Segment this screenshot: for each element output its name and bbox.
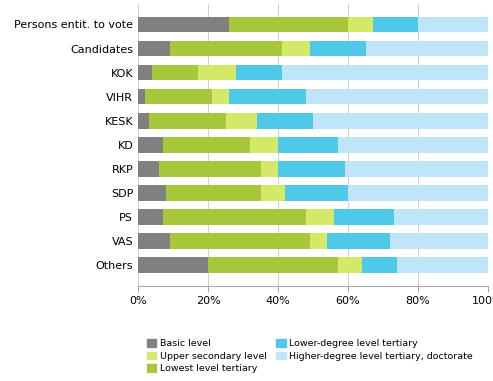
Bar <box>310 233 327 249</box>
Bar <box>166 185 260 201</box>
Bar <box>310 41 366 56</box>
Bar <box>163 137 250 153</box>
Bar <box>138 233 170 249</box>
Bar <box>393 209 488 225</box>
Bar <box>327 233 390 249</box>
Bar <box>348 185 488 201</box>
Bar <box>170 233 310 249</box>
Bar <box>278 137 338 153</box>
Bar <box>373 17 418 32</box>
Bar <box>338 257 362 273</box>
Bar <box>163 209 306 225</box>
Bar <box>145 89 211 104</box>
Bar <box>260 185 285 201</box>
Bar <box>282 65 488 80</box>
Bar <box>170 41 282 56</box>
Bar <box>138 89 145 104</box>
Bar <box>198 65 236 80</box>
Bar <box>226 113 257 128</box>
Bar <box>306 209 334 225</box>
Bar <box>334 209 393 225</box>
Bar <box>211 89 229 104</box>
Bar <box>338 137 488 153</box>
Bar <box>152 65 198 80</box>
Bar <box>397 257 488 273</box>
Bar <box>138 161 159 177</box>
Bar <box>257 113 313 128</box>
Bar <box>390 233 488 249</box>
Bar <box>236 65 282 80</box>
Bar <box>148 113 226 128</box>
Bar <box>208 257 338 273</box>
Bar <box>250 137 278 153</box>
Bar <box>348 17 373 32</box>
Bar <box>362 257 397 273</box>
Bar <box>138 257 208 273</box>
Bar <box>138 137 163 153</box>
Bar <box>278 161 345 177</box>
Bar <box>313 113 488 128</box>
Bar <box>138 185 166 201</box>
Bar <box>229 89 306 104</box>
Bar <box>282 41 310 56</box>
Bar <box>138 209 163 225</box>
Bar <box>138 113 148 128</box>
Bar <box>229 17 348 32</box>
Bar <box>306 89 488 104</box>
Bar <box>159 161 260 177</box>
Legend: Basic level, Upper secondary level, Lowest level tertiary, Lower-degree level te: Basic level, Upper secondary level, Lowe… <box>143 336 477 377</box>
Bar <box>138 41 170 56</box>
Bar <box>366 41 488 56</box>
Bar <box>285 185 348 201</box>
Bar <box>138 17 229 32</box>
Bar <box>138 65 152 80</box>
Bar <box>418 17 488 32</box>
Bar <box>260 161 278 177</box>
Bar <box>345 161 488 177</box>
